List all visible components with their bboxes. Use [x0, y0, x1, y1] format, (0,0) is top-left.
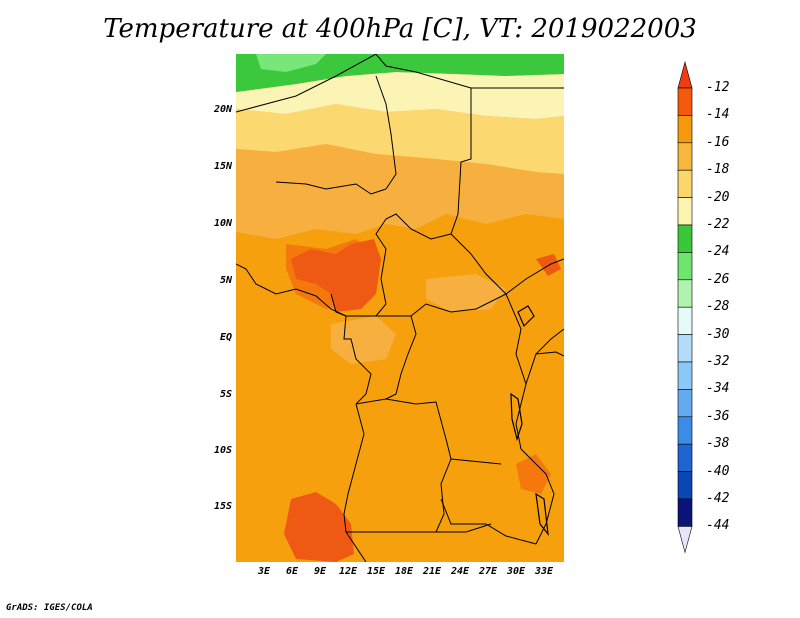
temperature-map: [236, 54, 564, 562]
colorbar-label: -20: [706, 189, 730, 205]
lake-outlines: [510, 305, 549, 537]
colorbar-swatch: [677, 389, 693, 418]
colorbar-label: -44: [706, 518, 730, 534]
lat-tick-label: 10N: [213, 218, 232, 229]
lon-tick-label: 33E: [534, 566, 554, 577]
colorbar-swatch: [677, 306, 693, 335]
colorbar-label: -38: [706, 436, 730, 452]
contour-hot-patch-cameroon: [291, 239, 381, 312]
lon-tick-label: 30E: [506, 566, 526, 577]
colorbar-swatch: [677, 169, 693, 198]
lon-tick-label: 12E: [338, 566, 358, 577]
contour-light-orange: [236, 144, 564, 239]
contour-cool-patch: [426, 274, 506, 312]
colorbar-label: -36: [706, 408, 730, 424]
lat-tick-label: 5N: [219, 275, 232, 286]
lat-tick-label: 15S: [213, 501, 232, 512]
colorbar-label: -32: [706, 354, 730, 369]
colorbar-swatch: [677, 334, 693, 363]
country-borders: [236, 54, 564, 562]
lat-tick-label: 10S: [213, 445, 232, 456]
contour-yellow: [236, 104, 564, 174]
colorbar-label: -42: [706, 491, 730, 506]
lon-tick-label: 21E: [422, 566, 442, 577]
colorbar-label: -16: [706, 134, 730, 150]
colorbar-swatch: [677, 142, 693, 171]
colorbar-swatch: [677, 361, 693, 390]
colorbar-swatch: [677, 471, 693, 500]
contour-warm-patch: [516, 454, 551, 494]
lon-tick-label: 27E: [478, 566, 498, 577]
map-title: Temperature at 400hPa [C], VT: 201902200…: [103, 14, 697, 44]
colorbar-label: -28: [706, 299, 730, 315]
lat-tick-label: 20N: [213, 104, 232, 115]
colorbar-label: -24: [706, 244, 730, 260]
colorbar-top-arrow: [677, 60, 693, 89]
lon-tick-label: 18E: [394, 566, 414, 577]
lat-tick-label: EQ: [219, 332, 232, 343]
colorbar-label: -34: [706, 381, 730, 397]
colorbar-swatch: [677, 197, 693, 226]
colorbar-label: -26: [706, 271, 730, 287]
grads-credit: GrADS: IGES/COLA: [6, 603, 93, 613]
contour-pale-yellow: [236, 72, 564, 119]
contour-cool-patch: [331, 316, 396, 364]
contour-green: [236, 54, 564, 92]
lat-tick-label: 15N: [213, 161, 232, 172]
colorbar-label: -18: [706, 162, 730, 178]
colorbar-label: -40: [706, 463, 730, 479]
colorbar-label: -12: [706, 80, 730, 95]
contour-light-green: [256, 54, 326, 72]
colorbar-label: -14: [706, 107, 730, 123]
colorbar: [677, 60, 693, 554]
colorbar-swatch: [677, 115, 693, 144]
colorbar-swatch: [677, 443, 693, 472]
colorbar-swatch: [677, 279, 693, 308]
colorbar-label: -30: [706, 326, 730, 342]
colorbar-swatch: [677, 252, 693, 281]
lon-tick-label: 3E: [257, 566, 271, 577]
lon-tick-label: 15E: [366, 566, 386, 577]
lon-tick-label: 6E: [285, 566, 299, 577]
colorbar-swatch: [677, 87, 693, 116]
colorbar-bottom-arrow: [677, 526, 693, 554]
colorbar-swatch: [677, 416, 693, 445]
colorbar-label: -22: [706, 217, 730, 232]
lon-tick-label: 9E: [313, 566, 327, 577]
colorbar-swatch: [677, 498, 693, 527]
colorbar-swatch: [677, 224, 693, 253]
lat-tick-label: 5S: [219, 389, 232, 400]
contour-hot-patch-southwest: [284, 492, 354, 562]
lon-tick-label: 24E: [450, 566, 470, 577]
